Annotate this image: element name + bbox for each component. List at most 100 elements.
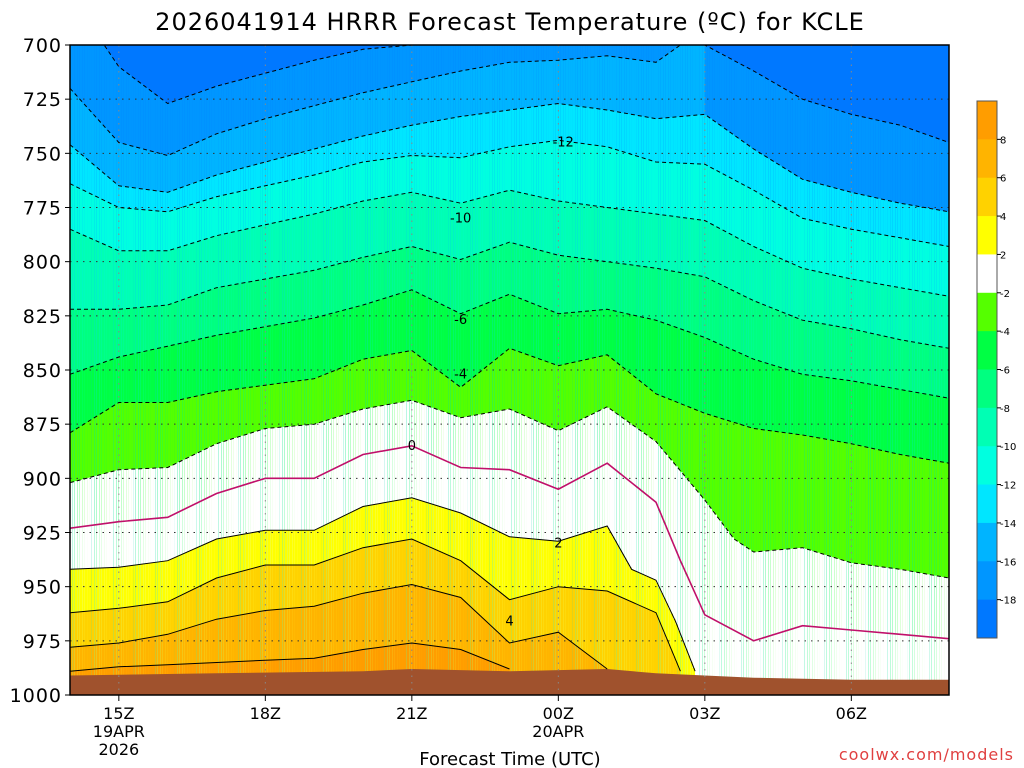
- band-cell: [870, 631, 875, 695]
- band-cell: [297, 607, 301, 695]
- band-cell: [187, 627, 191, 695]
- band-cell: [814, 551, 818, 695]
- colorbar-swatch: [977, 139, 997, 179]
- band-cell: [936, 637, 941, 695]
- band-cell: [563, 636, 567, 695]
- band-cell: [270, 609, 274, 695]
- band-cell: [333, 600, 337, 695]
- band-cell: [792, 548, 796, 695]
- band-cell: [384, 589, 389, 695]
- band-cell: [194, 625, 198, 695]
- band-cell: [587, 589, 591, 695]
- band-cell: [399, 586, 403, 695]
- band-cell: [309, 606, 313, 695]
- band-cell: [477, 614, 481, 695]
- x-axis-label: Forecast Time (UTC): [419, 749, 600, 768]
- band-cell: [846, 629, 850, 695]
- band-cell: [597, 590, 601, 695]
- band-cell: [648, 609, 652, 695]
- band-cell: [301, 607, 306, 695]
- band-cell: [677, 557, 682, 695]
- band-cell: [382, 589, 386, 695]
- x-tick-sublabel: 2026: [98, 740, 139, 759]
- contour-line-m16: [70, 45, 705, 157]
- band-cell: [243, 614, 247, 695]
- band-cell: [607, 591, 611, 695]
- band-cell: [841, 560, 845, 695]
- band-cell: [680, 636, 684, 695]
- band-cell: [839, 559, 843, 695]
- band-cell: [326, 602, 330, 695]
- contour-line-0: [70, 444, 949, 642]
- band-cell: [831, 557, 836, 695]
- band-cell: [443, 593, 447, 695]
- band-cell: [704, 615, 709, 695]
- y-tick-label: 975: [23, 631, 62, 653]
- chart-title: 2026041914 HRRR Forecast Temperature (ºC…: [155, 8, 865, 36]
- band-cell: [455, 596, 460, 695]
- band-cell: [218, 618, 223, 695]
- colorbar-swatch: [977, 369, 997, 409]
- band-cell: [944, 638, 948, 695]
- band-cell: [934, 637, 938, 695]
- band-cell: [487, 623, 491, 695]
- band-cell: [619, 596, 623, 695]
- band-cell: [402, 586, 406, 695]
- contour-line-m4: [70, 347, 949, 464]
- band-cell: [533, 637, 538, 695]
- band-cell: [555, 632, 560, 695]
- band-cell: [822, 554, 826, 695]
- band-cell: [902, 634, 906, 695]
- band-cell: [343, 598, 347, 695]
- band-cell: [721, 524, 726, 695]
- band-cell: [826, 555, 831, 695]
- band-cell: [892, 568, 897, 695]
- band-cell: [370, 591, 374, 695]
- band-cell: [177, 630, 181, 695]
- band-cell: [199, 624, 203, 695]
- band-cell: [485, 621, 489, 695]
- band-cell: [660, 627, 665, 695]
- band-cell: [228, 616, 232, 695]
- band-cell: [729, 534, 733, 695]
- band-cell: [907, 570, 911, 695]
- band-cell: [651, 611, 655, 695]
- colorbar-swatch: [977, 522, 997, 562]
- band-cell: [475, 612, 479, 695]
- colorbar-label: -12: [1000, 481, 1016, 492]
- band-cell: [927, 636, 931, 695]
- band-cell: [526, 638, 530, 695]
- band-cell: [380, 589, 384, 695]
- colorbar-swatch: [977, 407, 997, 447]
- band-cell: [721, 624, 726, 695]
- colorbar-swatch: [977, 484, 997, 524]
- band-cell: [922, 573, 926, 695]
- band-cell: [831, 628, 836, 695]
- colorbar-label: 4: [1000, 212, 1006, 223]
- band-cell: [695, 489, 699, 695]
- band-cell: [809, 626, 814, 695]
- band-cell: [541, 635, 545, 695]
- y-tick-label: 925: [23, 523, 62, 545]
- contour-line-4: [70, 538, 681, 672]
- band-cell: [690, 585, 694, 695]
- band-cell: [758, 638, 762, 695]
- band-cell: [221, 618, 225, 695]
- band-cell: [880, 566, 884, 695]
- band-cell: [609, 592, 613, 695]
- band-cell: [626, 600, 630, 695]
- band-cell: [424, 588, 428, 695]
- band-cell: [665, 638, 670, 695]
- band-cell: [817, 627, 821, 695]
- x-tick-sublabel: 20APR: [532, 722, 584, 741]
- band-cell: [629, 601, 633, 695]
- band-cell: [519, 640, 523, 695]
- band-cell: [184, 628, 188, 695]
- x-tick-label: 18Z: [250, 704, 281, 723]
- band-cell: [260, 611, 264, 695]
- band-cell: [594, 590, 599, 695]
- colorbar-swatch: [977, 216, 997, 255]
- band-cell: [699, 495, 704, 695]
- band-cell: [909, 571, 914, 695]
